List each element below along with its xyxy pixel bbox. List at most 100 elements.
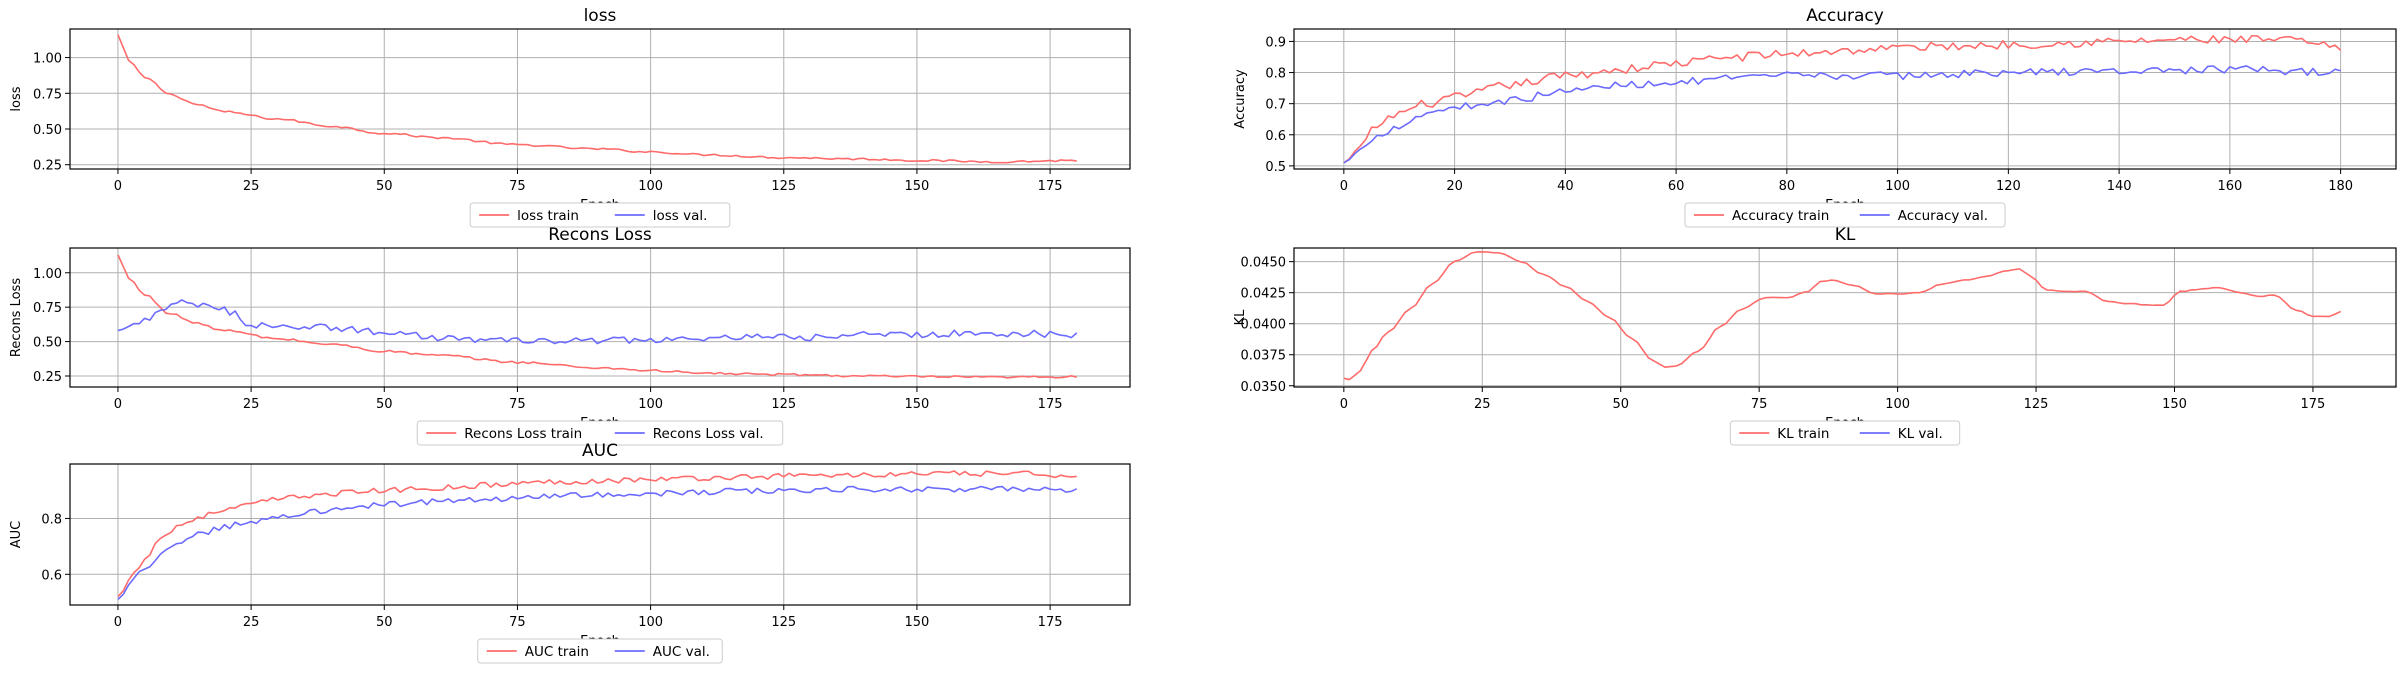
x-tick-label: 50 [1612, 397, 1629, 412]
x-tick-label: 125 [2024, 397, 2049, 412]
recons-loss-legend: Recons Loss train Recons Loss val. [416, 420, 784, 446]
y-tick-label: 0.50 [33, 123, 62, 138]
auc-legend: AUC train AUC val. [477, 638, 723, 664]
y-tick-label: 0.75 [33, 301, 62, 316]
x-tick-label: 150 [2162, 397, 2187, 412]
x-tick-label: 100 [638, 179, 663, 194]
auc-series-auc-val [117, 485, 1078, 600]
x-tick-label: 50 [376, 615, 393, 630]
x-tick-label: 50 [376, 179, 393, 194]
kl-y-axis-label: KL [1233, 309, 1248, 326]
x-tick-label: 0 [114, 397, 122, 412]
loss-series-loss-train [117, 34, 1077, 164]
x-tick-label: 175 [2301, 397, 2326, 412]
x-tick-label: 25 [1474, 397, 1491, 412]
x-tick-label: 150 [905, 615, 930, 630]
x-tick-label: 175 [1038, 397, 1063, 412]
y-tick-label: 1.00 [33, 267, 62, 282]
legend-entry-label: loss val. [653, 208, 708, 224]
x-tick-label: 75 [509, 397, 526, 412]
x-tick-label: 175 [1038, 179, 1063, 194]
x-tick-label: 25 [243, 397, 260, 412]
legend-entry-label: Accuracy train [1732, 208, 1829, 224]
loss-y-axis-label: loss [9, 86, 24, 111]
x-tick-label: 100 [638, 615, 663, 630]
recons-loss-series-recons-loss-val [117, 299, 1078, 345]
x-tick-label: 100 [638, 397, 663, 412]
auc-axes-frame [69, 463, 1131, 606]
y-tick-label: 0.25 [33, 370, 62, 385]
accuracy-gridlines [1294, 29, 2396, 169]
y-tick-label: 0.8 [41, 512, 62, 527]
accuracy-title: Accuracy [1806, 6, 1884, 26]
x-tick-label: 140 [2107, 179, 2132, 194]
legend-box [1684, 202, 2006, 228]
recons-loss-series-recons-loss-train [117, 254, 1077, 379]
kl-gridlines [1294, 248, 2396, 387]
x-tick-label: 160 [2217, 179, 2242, 194]
x-tick-label: 80 [1779, 179, 1796, 194]
y-tick-label: 0.7 [1265, 98, 1286, 113]
accuracy-y-axis-label: Accuracy [1233, 69, 1248, 129]
legend-entry-label: Recons Loss val. [653, 426, 764, 442]
x-tick-label: 25 [243, 615, 260, 630]
legend-box [416, 420, 784, 446]
x-tick-label: 40 [1557, 179, 1574, 194]
kl-axes-frame [1293, 247, 2397, 388]
accuracy-legend: Accuracy train Accuracy val. [1684, 202, 2006, 228]
x-tick-label: 75 [509, 179, 526, 194]
recons-loss-axes-frame [69, 247, 1131, 388]
y-tick-label: 0.0425 [1241, 287, 1287, 302]
loss-chart: 0 25 50 75 100 125 150 175 0.25 0.50 0.75 1.00 loss l… [9, 6, 1131, 228]
auc-gridlines [70, 464, 1130, 605]
legend-entry-label: KL train [1777, 426, 1829, 442]
loss-gridlines [70, 29, 1130, 169]
auc-chart: 02550751001251501750.60.8AUCAUCEpochAUC … [9, 441, 1131, 664]
y-tick-label: 0.75 [33, 87, 62, 102]
loss-legend: loss train loss val. [469, 202, 731, 228]
y-tick-label: 0.6 [41, 568, 62, 583]
x-tick-label: 100 [1885, 179, 1910, 194]
legend-entry-label: loss train [517, 208, 579, 224]
y-tick-label: 0.0450 [1241, 256, 1287, 271]
kl-title: KL [1835, 225, 1856, 245]
auc-series-auc-train [117, 470, 1077, 598]
x-tick-label: 150 [905, 397, 930, 412]
x-tick-label: 75 [1751, 397, 1768, 412]
legend-entry-label: Accuracy val. [1898, 208, 1988, 224]
y-tick-label: 1.00 [33, 52, 62, 67]
y-tick-label: 0.8 [1265, 67, 1286, 82]
x-tick-label: 20 [1446, 179, 1463, 194]
legend-box [1729, 420, 1961, 446]
accuracy-axes-frame [1293, 28, 2397, 170]
x-tick-label: 25 [243, 179, 260, 194]
kl-chart: 0 25 50 75 100 125 150 175 0.0350 0.0375 0.0400 0.0… [1233, 225, 2397, 446]
legend-box [469, 202, 731, 228]
recons-loss-y-axis-label: Recons Loss [9, 278, 24, 357]
x-tick-label: 125 [771, 397, 796, 412]
y-tick-label: 0.0350 [1241, 380, 1287, 395]
x-tick-label: 0 [1340, 397, 1348, 412]
legend-entry-label: KL val. [1898, 426, 1943, 442]
x-tick-label: 125 [771, 179, 796, 194]
accuracy-series-accuracy-train [1343, 34, 2342, 164]
x-tick-label: 175 [1038, 615, 1063, 630]
accuracy-chart: 0 20 40 60 80 100 120 140 160 180 0.5 0.6 0.7 0.8 0.9 A… [1233, 6, 2397, 228]
x-tick-label: 0 [114, 615, 122, 630]
y-tick-label: 0.50 [33, 336, 62, 351]
recons-loss-title: Recons Loss [548, 225, 652, 245]
recons-loss-gridlines [70, 248, 1130, 387]
x-tick-label: 0 [114, 179, 122, 194]
x-tick-label: 180 [2328, 179, 2353, 194]
auc-title: AUC [582, 441, 618, 461]
y-tick-label: 0.25 [33, 159, 62, 174]
kl-legend: KL train KL val. [1729, 420, 1961, 446]
y-tick-label: 0.0400 [1241, 318, 1287, 333]
x-tick-label: 120 [1996, 179, 2021, 194]
x-tick-label: 0 [1340, 179, 1348, 194]
x-tick-label: 50 [376, 397, 393, 412]
y-tick-label: 0.6 [1265, 129, 1286, 144]
x-tick-label: 100 [1885, 397, 1910, 412]
kl-series-kl-train [1343, 250, 2341, 381]
